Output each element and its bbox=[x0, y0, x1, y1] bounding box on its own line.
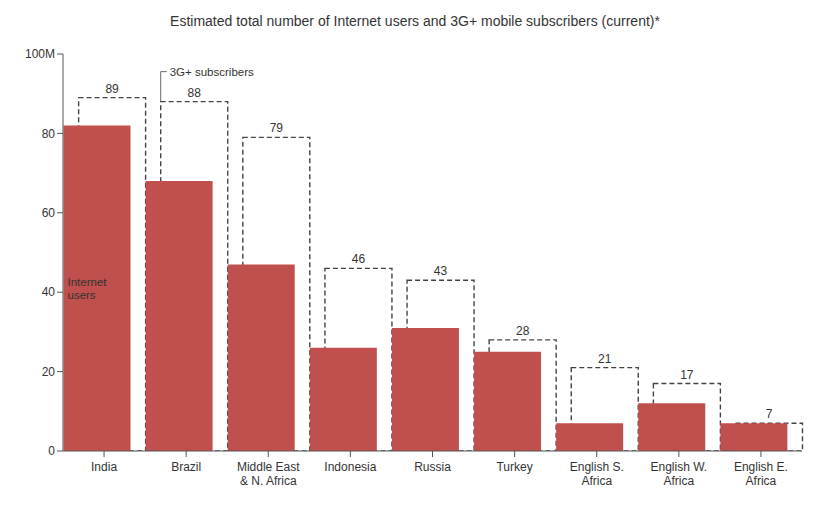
svg-text:89: 89 bbox=[105, 82, 119, 96]
svg-text:India: India bbox=[91, 460, 117, 474]
svg-text:Brazil: Brazil bbox=[171, 460, 201, 474]
svg-text:Middle East& N. Africa: Middle East& N. Africa bbox=[237, 460, 300, 488]
svg-text:20: 20 bbox=[42, 365, 56, 379]
svg-text:Turkey: Turkey bbox=[496, 460, 532, 474]
svg-text:17: 17 bbox=[680, 368, 694, 382]
svg-text:79: 79 bbox=[270, 121, 284, 135]
svg-text:80: 80 bbox=[42, 127, 56, 141]
svg-text:43: 43 bbox=[434, 264, 448, 278]
svg-text:40: 40 bbox=[42, 285, 56, 299]
svg-text:46: 46 bbox=[352, 252, 366, 266]
svg-text:60: 60 bbox=[42, 206, 56, 220]
svg-text:0: 0 bbox=[48, 444, 55, 458]
html-text:Estimated total number of Inte: Estimated total number of Internet users… bbox=[170, 13, 660, 29]
svg-text:88: 88 bbox=[188, 86, 202, 100]
svg-text:7: 7 bbox=[766, 407, 773, 421]
svg-text:English S.Africa: English S.Africa bbox=[570, 460, 624, 488]
svg-text:21: 21 bbox=[598, 352, 612, 366]
svg-text:100M: 100M bbox=[25, 47, 55, 61]
svg-text:Internetusers: Internetusers bbox=[67, 276, 107, 301]
svg-text:Indonesia: Indonesia bbox=[324, 460, 376, 474]
svg-text:English E.Africa: English E.Africa bbox=[734, 460, 788, 488]
svg-text:Russia: Russia bbox=[414, 460, 451, 474]
svg-text:3G+ subscribers: 3G+ subscribers bbox=[170, 66, 254, 78]
svg-text:English W.Africa: English W.Africa bbox=[650, 460, 707, 488]
svg-text:28: 28 bbox=[516, 324, 530, 338]
